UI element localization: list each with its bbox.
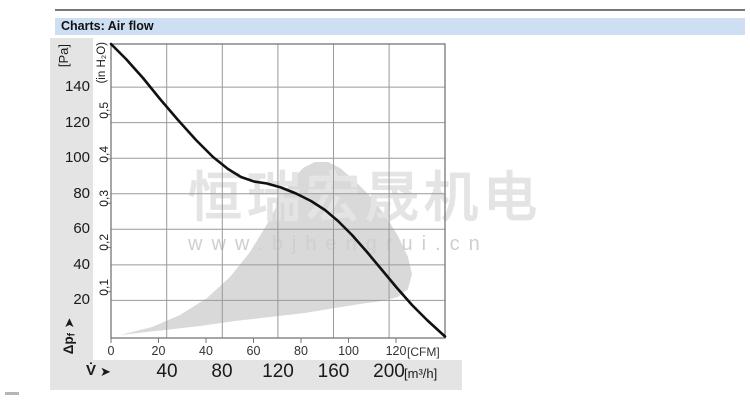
m3h-tick-200: 200 [373,361,405,382]
m3h-tick-160: 160 [317,361,350,382]
section-title-bar: Charts: Air flow [55,18,745,35]
axis-ticks [106,114,397,343]
cfm-tick-0: 0 [107,344,115,358]
flow-axis-arrow-icon: ➤ [100,364,111,379]
inh2o-tick-0-1: 0,1 [97,279,111,296]
pressure-unit-pa-label: [Pa] [56,44,71,68]
page-title: Charts: Air flow [61,19,154,33]
pa-tick-120: 120 [64,113,90,131]
cfm-tick-80: 80 [294,344,308,358]
grid-lines [111,44,445,338]
pressure-axis-arrow-icon: ➤ [61,317,77,329]
plot-border [110,43,446,339]
cfm-tick-120: 120 [385,344,407,358]
axis-background-band-left [50,38,93,390]
flow-unit-m3h-label: [m³/h] [404,366,438,381]
page-corner-dash [5,392,19,395]
inh2o-tick-0-5: 0,5 [97,102,111,119]
fan-curve [109,42,447,338]
pa-tick-40: 40 [73,255,90,273]
m3h-tick-80: 80 [211,361,233,382]
inh2o-tick-0-2: 0,2 [97,234,111,251]
cfm-tick-20: 20 [151,344,166,358]
delta-p-subscript: f [66,333,78,337]
cfm-tick-60: 60 [246,344,261,358]
operating-range-area [120,162,412,335]
flow-axis-label: V̇ [86,362,97,379]
cfm-tick-40: 40 [199,344,213,358]
inh2o-tick-0-4: 0,4 [97,146,111,163]
cfm-tick-100: 100 [338,344,359,358]
pa-tick-100: 100 [64,149,90,166]
flow-unit-cfm-label: [CFM] [407,345,440,359]
pressure-unit-inh2o-label: (in H₂O) [96,42,108,84]
inh2o-tick-0-3: 0,3 [97,190,111,207]
pa-tick-140: 140 [64,78,90,95]
m3h-tick-40: 40 [156,361,178,382]
pressure-axis-label: Δpf [61,333,78,354]
pa-tick-60: 60 [73,220,90,237]
section-divider-rule [55,9,745,11]
axis-background-band-bottom [50,360,462,390]
watermark-url: www.bjhengrui.cn [187,233,489,255]
pa-tick-80: 80 [73,184,90,202]
m3h-tick-120: 120 [262,361,294,382]
pa-tick-20: 20 [73,291,90,308]
delta-p-symbol: Δp [61,336,76,355]
